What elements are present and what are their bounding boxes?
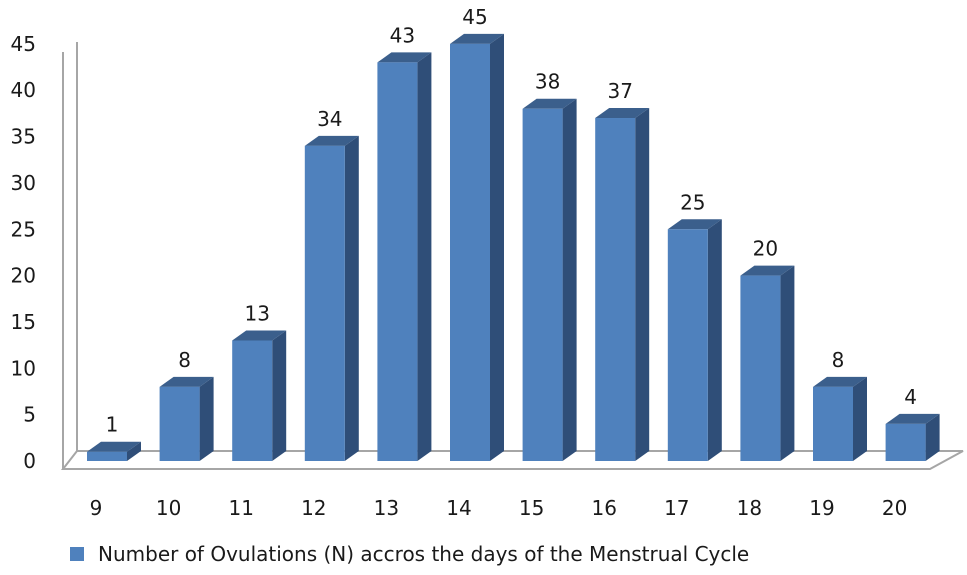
bar-top-face: [595, 108, 650, 119]
bar-top-face: [522, 98, 577, 109]
data-label: 25: [680, 190, 705, 214]
bar-side-face: [925, 413, 940, 461]
bar-front-face: [377, 62, 418, 461]
bar-top-face: [885, 413, 940, 424]
x-tick-label: 9: [90, 496, 103, 520]
data-label: 37: [607, 79, 632, 103]
bar: 25: [667, 190, 722, 461]
x-tick-label: 19: [809, 496, 834, 520]
x-axis-ticks: 9 10 11 12 13 14 15 16 17 18 19 20: [90, 496, 908, 520]
bar-side-face: [635, 108, 650, 461]
y-tick-label: 45: [11, 32, 36, 56]
bar-side-face: [562, 98, 577, 462]
bar-front-face: [304, 145, 345, 461]
bar-front-face: [450, 43, 490, 461]
y-axis-ticks: 0 5 10 15 20 25 30 35 40 45: [11, 32, 36, 473]
data-label: 34: [317, 107, 342, 131]
bar-side-face: [707, 219, 722, 461]
x-tick-label: 12: [301, 496, 326, 520]
y-tick-label: 35: [11, 125, 36, 149]
bar: 4: [885, 385, 940, 461]
bar-front-face: [667, 229, 708, 461]
data-label: 20: [753, 237, 778, 261]
data-label: 1: [106, 413, 119, 437]
bar-top-face: [667, 219, 722, 230]
floor-plane: [60, 450, 964, 470]
bar: 8: [159, 348, 214, 461]
y-tick-label: 0: [23, 449, 36, 473]
data-label: 13: [244, 301, 269, 325]
bar-top-face: [232, 330, 287, 341]
bar-side-face: [199, 376, 214, 461]
bar-side-face: [780, 265, 795, 461]
bar: 45: [450, 5, 504, 461]
y-tick-label: 5: [23, 403, 36, 427]
bar: 34: [304, 107, 359, 461]
bar-front-face: [159, 386, 200, 461]
bar: 37: [595, 79, 650, 461]
data-label: 43: [390, 23, 415, 47]
x-tick-label: 17: [664, 496, 689, 520]
x-tick-label: 20: [882, 496, 907, 520]
bar: 13: [232, 301, 287, 461]
y-tick-label: 15: [11, 310, 36, 334]
bar-front-face: [885, 423, 926, 461]
legend-label: Number of Ovulations (N) accros the days…: [98, 542, 750, 566]
bar-front-face: [87, 451, 127, 461]
x-tick-label: 16: [591, 496, 616, 520]
bar-top-face: [740, 265, 795, 276]
bar-top-face: [450, 33, 504, 44]
x-tick-label: 18: [737, 496, 762, 520]
legend: Number of Ovulations (N) accros the days…: [70, 541, 749, 567]
data-label: 38: [535, 70, 560, 94]
bar-front-face: [522, 108, 563, 462]
data-label: 8: [178, 348, 191, 372]
x-tick-label: 13: [374, 496, 399, 520]
bar-front-face: [595, 118, 636, 461]
bar: 8: [813, 348, 867, 461]
bar-front-face: [740, 275, 781, 461]
bar-top-face: [813, 376, 867, 387]
bar: 43: [377, 23, 432, 461]
bar-side-face: [490, 33, 504, 461]
bar: 20: [740, 237, 795, 461]
bar-front-face: [232, 340, 273, 461]
bar-side-face: [127, 441, 141, 461]
bar: 1: [87, 413, 141, 461]
y-tick-label: 10: [11, 356, 36, 380]
y-tick-label: 20: [11, 264, 36, 288]
y-tick-label: 25: [11, 217, 36, 241]
bar-top-face: [159, 376, 214, 387]
y-tick-label: 30: [11, 171, 36, 195]
bar-side-face: [417, 52, 432, 461]
legend-swatch: [70, 547, 84, 561]
bars: 1 8 13 34 43 45 38 37 25 20 8 4: [87, 5, 940, 462]
bar-top-face: [304, 135, 359, 146]
bar-top-face: [377, 52, 432, 63]
bar-front-face: [813, 386, 853, 461]
data-label: 4: [904, 385, 917, 409]
bar: 38: [522, 70, 577, 462]
bar-side-face: [272, 330, 287, 461]
data-label: 8: [832, 348, 845, 372]
x-tick-label: 14: [446, 496, 471, 520]
bar-side-face: [853, 376, 867, 461]
data-label: 45: [462, 5, 487, 29]
x-tick-label: 15: [519, 496, 544, 520]
x-tick-label: 11: [228, 496, 253, 520]
y-tick-label: 40: [11, 78, 36, 102]
x-tick-label: 10: [156, 496, 181, 520]
bar-top-face: [87, 441, 141, 452]
chart-axes: [60, 42, 964, 470]
bar-side-face: [344, 135, 359, 461]
